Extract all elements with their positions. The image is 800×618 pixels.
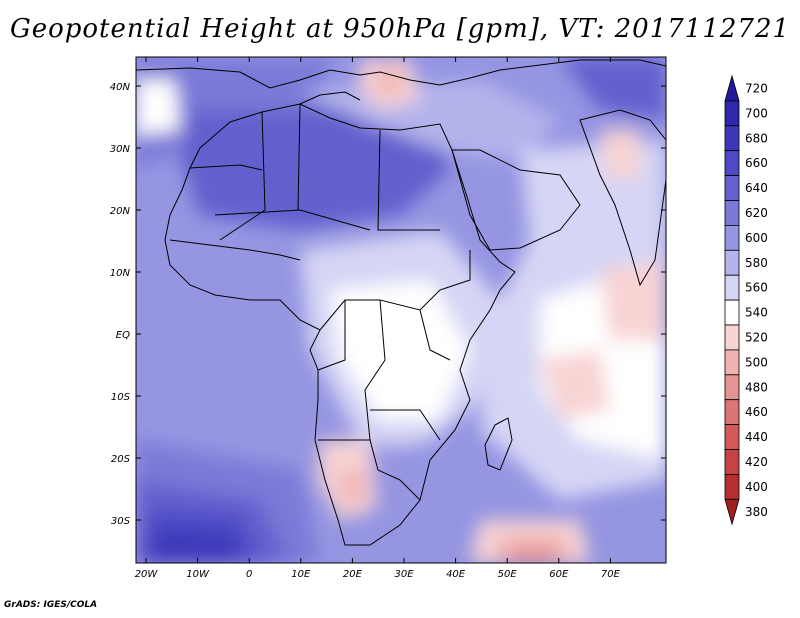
coastlines [136,59,666,546]
map-title: Geopotential Height at 950hPa [gpm], VT:… [9,14,791,44]
colorbar-swatch [724,473,740,500]
lon-label: 10W [186,569,210,580]
colorbar-swatch [724,200,740,226]
lat-label: EQ [116,330,130,341]
lon-label: 40E [446,569,466,580]
lon-label: 0 [246,569,252,580]
colorbar-swatch [724,224,740,251]
lat-label: 40N [110,82,131,93]
colorbar-label: 520 [745,330,768,344]
lat-label: 10N [110,268,131,279]
colorbar-label: 680 [745,131,768,145]
colorbar-label: 560 [745,281,768,295]
colorbar-label: 640 [745,181,768,195]
colorbar-label: 400 [745,480,768,494]
colorbar-swatch [724,150,740,176]
colorbar-swatch [724,100,740,127]
colorbar-label: 620 [745,206,768,220]
colorbar-label: 580 [745,256,768,270]
colorbar-label: 600 [745,231,768,245]
lat-label: 30N [110,144,131,155]
lat-label: 20S [111,454,131,465]
colorbar-swatch [724,299,740,326]
lon-label: 20E [343,569,363,580]
colorbar-label: 660 [745,156,768,170]
lon-label: 20W [135,569,159,580]
colorbar-swatch [724,349,740,376]
colorbar-label: 720 [745,81,768,95]
colorbar-swatch [724,449,740,475]
colorbar-swatch [724,274,740,301]
colorbar-label: 420 [745,455,768,469]
lon-label: 70E [601,569,621,580]
colorbar-label: 460 [745,405,768,419]
colorbar-label: 480 [745,380,768,394]
credit-text: GrADS: IGES/COLA [4,600,98,610]
colorbar-label: 700 [745,106,768,120]
lat-label: 30S [111,516,131,527]
colorbar-label: 440 [745,430,768,444]
colorbar-swatch [724,374,740,401]
colorbar-label: 540 [745,306,768,320]
lon-label: 30E [394,569,414,580]
height-field [136,57,666,563]
plot-frame [135,56,667,564]
colorbar-swatch [724,175,740,201]
colorbar-swatch [724,324,740,351]
colorbar-swatch [724,74,740,102]
lon-label: 10E [291,569,311,580]
colorbar-label: 500 [745,355,768,369]
colorbar-swatch [724,249,740,276]
colorbar-swatch [724,498,740,526]
lat-label: 20N [110,206,131,217]
latitude-axis: 40N 30N 20N 10N EQ 10S 20S 30S [110,82,666,527]
lon-label: 60E [549,569,569,580]
colorbar: 720 700 680 660 640 620 600 580 560 540 520 500 480 4… [724,74,768,526]
longitude-axis: 20W 10W 0 10E 20E 30E 40E 50E 60E 70E [135,57,621,580]
colorbar-swatch [724,399,740,426]
colorbar-label: 380 [745,505,768,519]
colorbar-swatch [724,424,740,450]
lat-label: 10S [111,392,131,403]
colorbar-swatch [724,125,740,152]
lon-label: 50E [498,569,518,580]
